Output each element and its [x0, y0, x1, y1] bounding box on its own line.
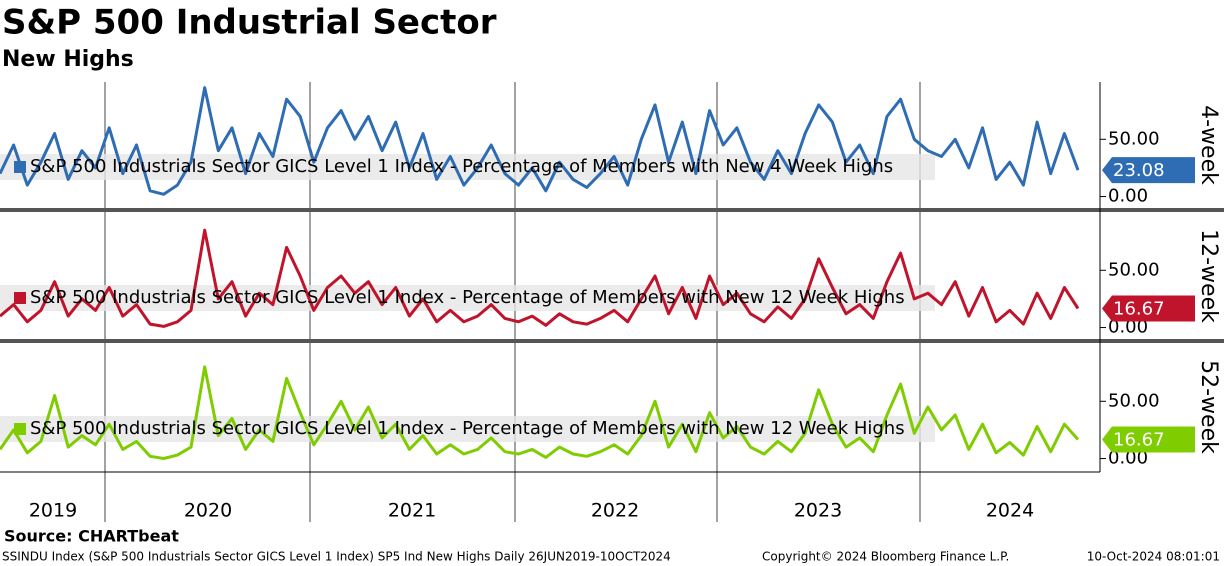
x-tick-label: 2019 — [29, 500, 77, 522]
chart-title: S&P 500 Industrial Sector — [2, 3, 497, 43]
y-tick-label: 0.00 — [1108, 317, 1148, 338]
legend-band — [0, 416, 935, 442]
data-line — [0, 86, 1080, 196]
legend-swatch — [14, 161, 26, 173]
x-tick-label: 2020 — [184, 500, 232, 522]
last-value-box — [1102, 426, 1195, 453]
panel-label: 12-week — [1196, 229, 1221, 323]
legend-band — [0, 154, 935, 180]
x-tick-label: 2022 — [591, 500, 639, 522]
last-value-box — [1102, 157, 1195, 184]
panel-separator — [0, 339, 1224, 343]
y-tick-label: 50.00 — [1108, 390, 1160, 411]
last-value-label: 23.08 — [1113, 160, 1165, 181]
data-line — [0, 365, 1080, 460]
last-value-box — [1102, 295, 1195, 322]
panel-label: 4-week — [1196, 105, 1221, 185]
last-value-label: 16.67 — [1113, 298, 1165, 319]
footer-center: Copyright© 2024 Bloomberg Finance L.P. — [762, 550, 1009, 564]
x-tick-label: 2021 — [388, 500, 436, 522]
y-tick-label: 0.00 — [1108, 448, 1148, 469]
chart-subtitle: New Highs — [2, 47, 134, 72]
legend-label: S&P 500 Industrials Sector GICS Level 1 … — [30, 287, 905, 308]
y-tick-label: 0.00 — [1108, 186, 1148, 207]
x-tick-label: 2024 — [986, 500, 1034, 522]
footer-left: SSINDU Index (S&P 500 Industrials Sector… — [2, 550, 671, 564]
legend-swatch — [14, 423, 26, 435]
data-line — [0, 228, 1080, 328]
last-value-label: 16.67 — [1113, 429, 1165, 450]
footer-right: 10-Oct-2024 08:01:01 — [1087, 550, 1220, 564]
panel-separator — [0, 208, 1224, 212]
source: Source: CHARTbeat — [4, 527, 179, 546]
y-tick-label: 50.00 — [1108, 128, 1160, 149]
legend-label: S&P 500 Industrials Sector GICS Level 1 … — [30, 156, 893, 177]
legend-label: S&P 500 Industrials Sector GICS Level 1 … — [30, 418, 905, 439]
x-tick-label: 2023 — [794, 500, 842, 522]
panel-label: 52-week — [1196, 360, 1221, 454]
y-tick-label: 50.00 — [1108, 259, 1160, 280]
legend-swatch — [14, 292, 26, 304]
